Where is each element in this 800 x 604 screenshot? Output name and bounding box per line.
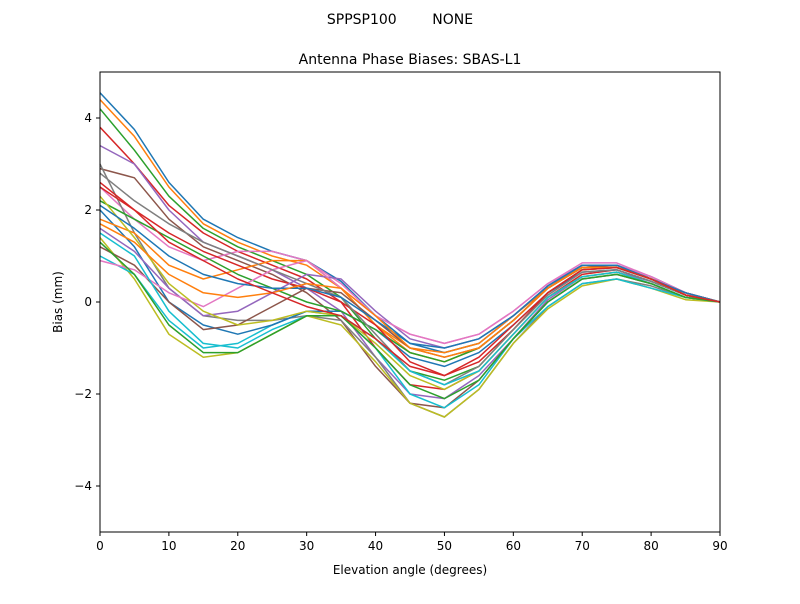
chart-title: Antenna Phase Biases: SBAS-L1 [299,52,522,68]
x-tick-label: 20 [230,539,245,553]
series-line-21 [99,204,721,349]
series-line-9 [99,237,721,418]
y-axis-label: Bias (mm) [51,271,65,333]
series-line-1 [99,92,721,354]
y-tick-label: 0 [84,295,92,309]
series-line-10 [99,255,721,409]
y-tick-label: −2 [74,387,92,401]
axes: 0 10 20 30 40 50 60 70 80 90 −4 −2 0 2 4 [74,71,728,553]
series-line-14 [99,181,721,377]
x-tick-label: 90 [712,539,727,553]
y-tick-label: 2 [84,203,92,217]
series-line-6 [99,167,721,409]
x-tick-label: 40 [368,539,383,553]
x-tick-label: 30 [299,539,314,553]
series-line-24 [99,186,721,377]
series-line-22 [99,223,721,358]
y-tick-label: 4 [84,111,92,125]
chart-suptitle: SPPSP100 NONE [327,12,473,28]
x-tick-label: 80 [643,539,658,553]
series-line-23 [99,241,721,400]
x-tick-label: 10 [161,539,176,553]
series-line-7 [99,186,721,345]
x-tick-label: 60 [506,539,521,553]
series-line-5 [99,144,721,400]
series-lines [99,92,721,418]
series-line-2 [99,99,721,363]
series-line-8 [99,163,721,418]
series-line-20 [99,232,721,386]
x-tick-label: 70 [575,539,590,553]
x-axis-label: Elevation angle (degrees) [333,563,487,577]
y-tick-label: −4 [74,479,92,493]
x-tick-label: 0 [96,539,104,553]
x-tick-label: 50 [437,539,452,553]
